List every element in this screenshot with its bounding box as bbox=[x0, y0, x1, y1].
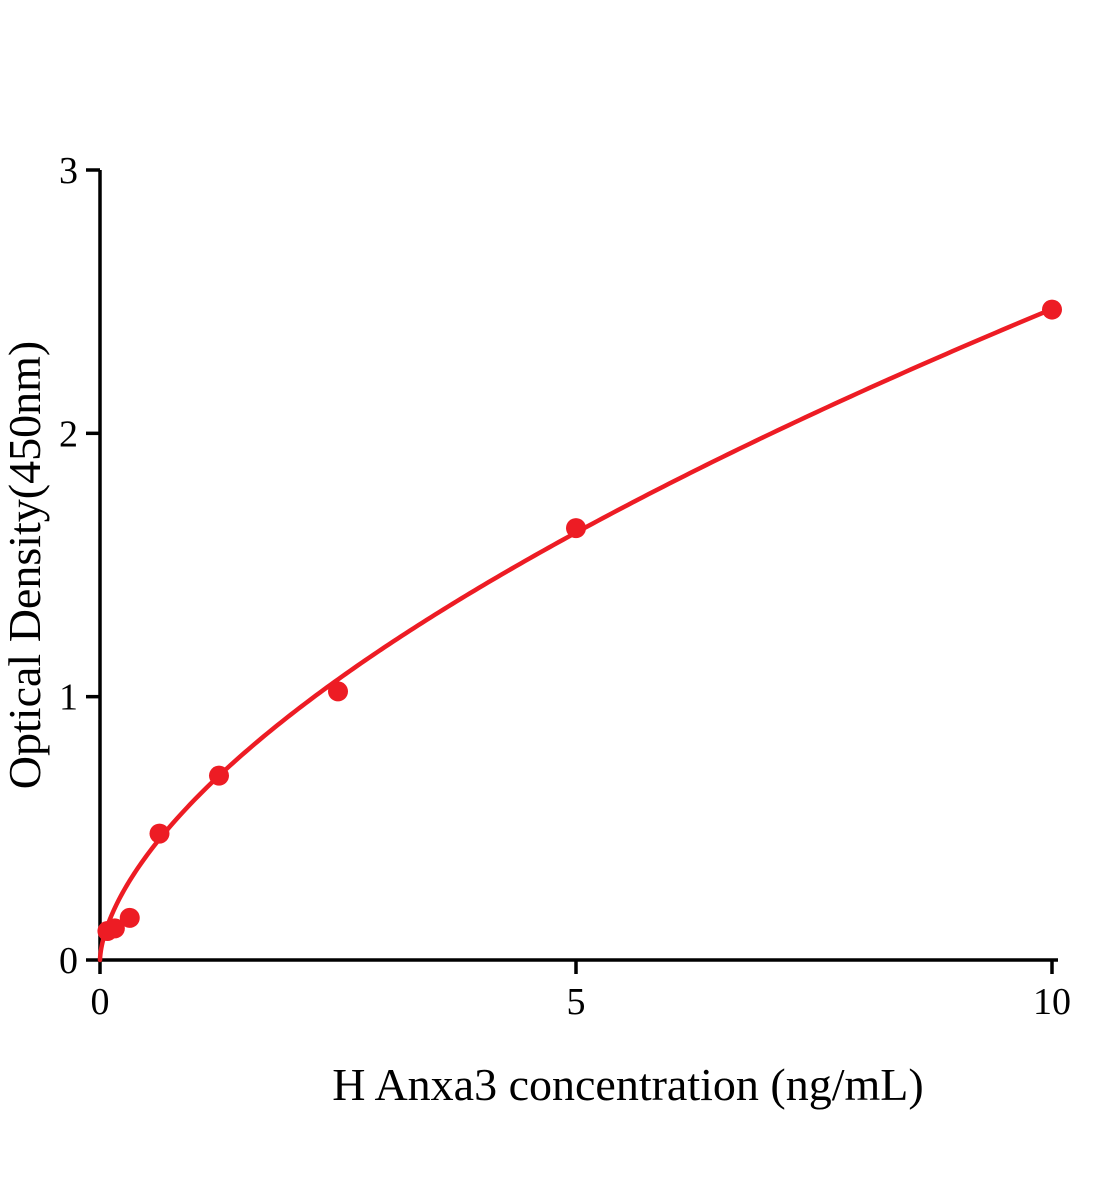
tick-labels: 0 5 10 0 1 2 3 bbox=[59, 150, 1071, 1023]
x-tick-label: 5 bbox=[567, 981, 586, 1023]
fit-curve bbox=[97, 306, 1055, 963]
data-point bbox=[328, 681, 348, 702]
y-tick-label: 0 bbox=[59, 940, 78, 982]
data-point bbox=[104, 918, 125, 939]
y-tick-label: 2 bbox=[59, 413, 78, 455]
y-axis-title: Optical Density(450nm) bbox=[0, 341, 50, 789]
axes bbox=[98, 170, 1058, 962]
y-tick-label: 1 bbox=[59, 677, 78, 719]
data-point bbox=[566, 518, 586, 539]
x-axis-title: H Anxa3 concentration (ng/mL) bbox=[332, 1059, 923, 1110]
data-point bbox=[1042, 299, 1062, 320]
data-point bbox=[149, 823, 170, 844]
data-points bbox=[97, 299, 1062, 942]
x-tick-label: 10 bbox=[1033, 981, 1071, 1023]
y-tick-label: 3 bbox=[59, 150, 78, 192]
data-point bbox=[119, 907, 140, 928]
tick-marks bbox=[86, 168, 1054, 974]
data-point bbox=[209, 765, 229, 786]
x-tick-label: 0 bbox=[91, 981, 110, 1023]
